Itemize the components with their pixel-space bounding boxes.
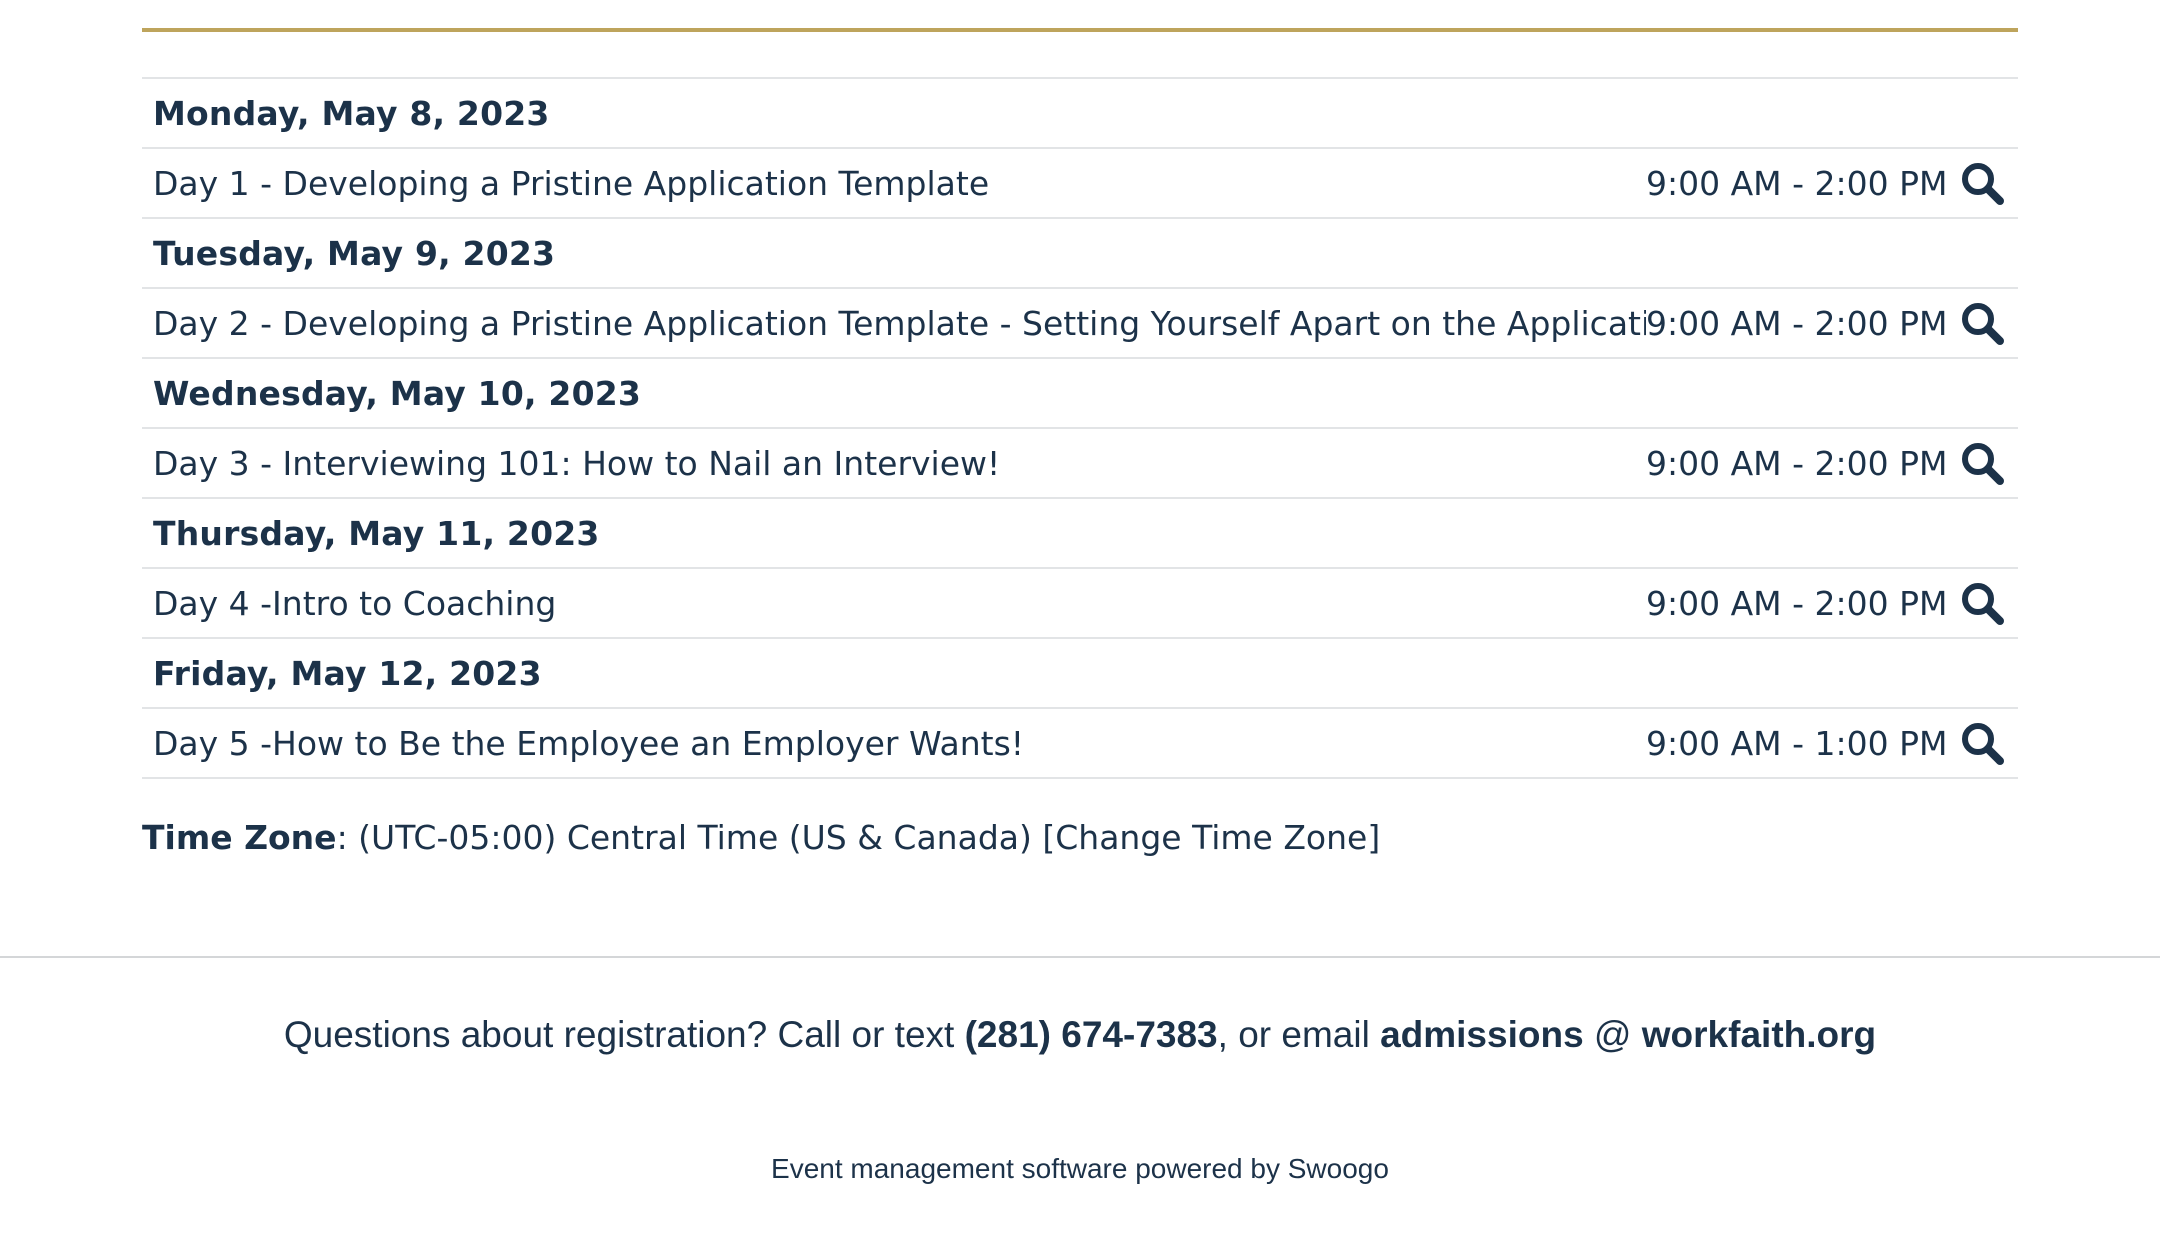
date-heading: Thursday, May 11, 2023 (153, 513, 600, 553)
date-row: Thursday, May 11, 2023 (142, 499, 2018, 569)
date-heading: Friday, May 12, 2023 (153, 653, 542, 693)
contact-middle: , or email (1217, 1014, 1381, 1055)
contact-at: @ (1583, 1014, 1642, 1055)
timezone-separator: : (336, 818, 359, 857)
search-icon[interactable] (1946, 429, 2018, 497)
timezone-line: Time Zone: (UTC-05:00) Central Time (US … (142, 818, 1380, 857)
search-icon[interactable] (1946, 709, 2018, 777)
session-time: 9:00 AM - 2:00 PM (1646, 443, 1948, 483)
timezone-label: Time Zone (142, 818, 337, 857)
session-time: 9:00 AM - 2:00 PM (1646, 303, 1948, 343)
date-heading: Wednesday, May 10, 2023 (153, 373, 642, 413)
session-time: 9:00 AM - 2:00 PM (1646, 163, 1948, 203)
date-heading: Tuesday, May 9, 2023 (153, 233, 556, 273)
session-title[interactable]: Day 2 - Developing a Pristine Applicatio… (153, 303, 1646, 343)
contact-prefix: Questions about registration? Call or te… (283, 1014, 965, 1055)
date-row: Monday, May 8, 2023 (142, 79, 2018, 149)
date-heading: Monday, May 8, 2023 (153, 93, 550, 133)
contact-email-user[interactable]: admissions (1380, 1014, 1584, 1055)
header-divider (142, 28, 2018, 32)
session-row[interactable]: Day 2 - Developing a Pristine Applicatio… (142, 289, 2018, 359)
contact-phone[interactable]: (281) 674-7383 (964, 1014, 1218, 1055)
contact-email-domain[interactable]: workfaith.org (1641, 1014, 1877, 1055)
search-icon[interactable] (1946, 569, 2018, 637)
date-row: Friday, May 12, 2023 (142, 639, 2018, 709)
timezone-value: (UTC-05:00) Central Time (US & Canada) (358, 818, 1043, 857)
session-time: 9:00 AM - 2:00 PM (1646, 583, 1948, 623)
date-row: Wednesday, May 10, 2023 (142, 359, 2018, 429)
session-title[interactable]: Day 1 - Developing a Pristine Applicatio… (153, 163, 990, 203)
schedule-table: Monday, May 8, 2023 Day 1 - Developing a … (142, 77, 2018, 779)
date-row: Tuesday, May 9, 2023 (142, 219, 2018, 289)
session-row[interactable]: Day 5 -How to Be the Employee an Employe… (142, 709, 2018, 779)
session-row[interactable]: Day 1 - Developing a Pristine Applicatio… (142, 149, 2018, 219)
session-time: 9:00 AM - 1:00 PM (1646, 723, 1948, 763)
search-icon[interactable] (1946, 149, 2018, 217)
session-row[interactable]: Day 3 - Interviewing 101: How to Nail an… (142, 429, 2018, 499)
contact-line: Questions about registration? Call or te… (0, 1014, 2160, 1056)
search-icon[interactable] (1946, 289, 2018, 357)
footer-divider (0, 956, 2160, 958)
change-timezone-link[interactable]: [Change Time Zone] (1042, 818, 1381, 857)
session-title[interactable]: Day 3 - Interviewing 101: How to Nail an… (153, 443, 1001, 483)
session-title[interactable]: Day 4 -Intro to Coaching (153, 583, 557, 623)
session-title[interactable]: Day 5 -How to Be the Employee an Employe… (153, 723, 1024, 763)
powered-by-text[interactable]: Event management software powered by Swo… (771, 1153, 1389, 1184)
session-row[interactable]: Day 4 -Intro to Coaching 9:00 AM - 2:00 P… (142, 569, 2018, 639)
